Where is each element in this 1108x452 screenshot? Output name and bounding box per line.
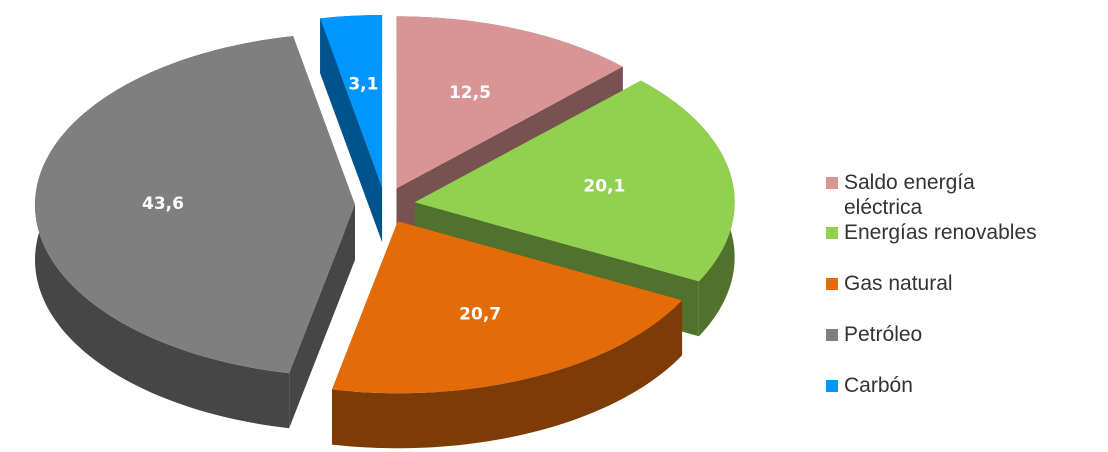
legend: Saldo energía eléctrica Energías renovabl… [826, 170, 1096, 398]
slice-top [331, 221, 683, 394]
slice-top [320, 15, 383, 188]
data-label: 12,5 [449, 83, 491, 103]
data-label: 43,6 [142, 194, 184, 214]
legend-entry: Gas natural [826, 271, 1096, 296]
slice-wall [331, 300, 683, 449]
data-label: 3,1 [348, 74, 378, 94]
data-label: 20,1 [583, 176, 625, 196]
legend-label: Petróleo [844, 323, 923, 346]
legend-swatch [826, 278, 838, 290]
data-label: 20,7 [459, 305, 501, 325]
slice-top [414, 80, 735, 282]
slice-side [289, 204, 356, 429]
slice-top [35, 36, 356, 374]
slice-side [320, 18, 383, 243]
legend-label: Saldo energía eléctrica [844, 171, 975, 219]
legend-entry: Carbón [826, 373, 1096, 398]
slice-top [396, 16, 623, 189]
legend-swatch [826, 380, 838, 392]
legend-entry: Saldo energía eléctrica [826, 170, 1096, 220]
chart: 3,1 12,5 20,1 43,6 20,7 [35, 15, 735, 449]
pie-slice [320, 15, 383, 243]
legend-label: Energías renovables [844, 221, 1037, 244]
pie-slice [331, 221, 683, 449]
legend-label: Gas natural [844, 272, 953, 295]
legend-swatch [826, 177, 838, 189]
legend-entry: Petróleo [826, 322, 1096, 347]
legend-swatch [826, 227, 838, 239]
legend-entry: Energías renovables [826, 220, 1096, 245]
pie-slice [35, 36, 356, 429]
legend-label: Carbón [844, 374, 913, 397]
legend-swatch [826, 329, 838, 341]
